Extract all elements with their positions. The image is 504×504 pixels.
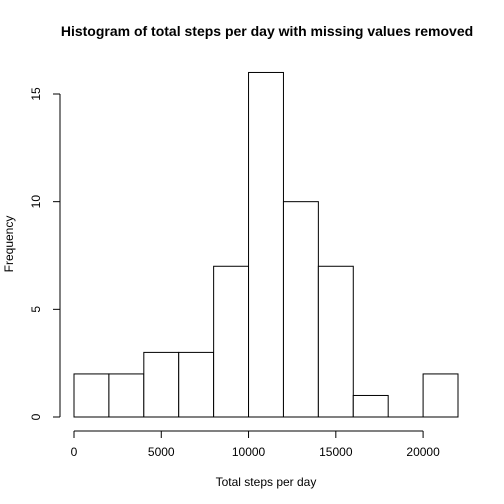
histogram-bar	[178, 351, 215, 418]
histogram-bar	[422, 373, 459, 418]
x-tick-label: 20000	[406, 445, 440, 459]
histogram-bar	[143, 351, 180, 418]
y-tick-label: 10	[29, 195, 43, 209]
histogram-bar	[282, 201, 319, 418]
histogram-bar	[213, 265, 250, 418]
histogram-bar	[108, 373, 145, 418]
bars-group	[73, 71, 459, 418]
histogram-bar	[352, 394, 389, 418]
x-axis: 0 5000 10000 15000 20000	[71, 430, 440, 459]
y-axis-label: Frequency	[2, 216, 16, 273]
y-tick-label: 15	[29, 87, 43, 101]
chart-title: Histogram of total steps per day with mi…	[61, 23, 473, 39]
x-tick-label: 10000	[232, 445, 266, 459]
histogram-bar	[317, 265, 354, 418]
y-tick-label: 0	[29, 413, 43, 420]
x-tick-label: 5000	[148, 445, 175, 459]
x-axis-label: Total steps per day	[216, 475, 317, 489]
y-tick-label: 5	[29, 306, 43, 313]
histogram-bar	[248, 71, 284, 418]
x-tick-label: 15000	[319, 445, 353, 459]
histogram-bar	[73, 373, 110, 418]
x-tick-label: 0	[71, 445, 78, 459]
y-axis: 0 5 10 15	[29, 87, 61, 420]
